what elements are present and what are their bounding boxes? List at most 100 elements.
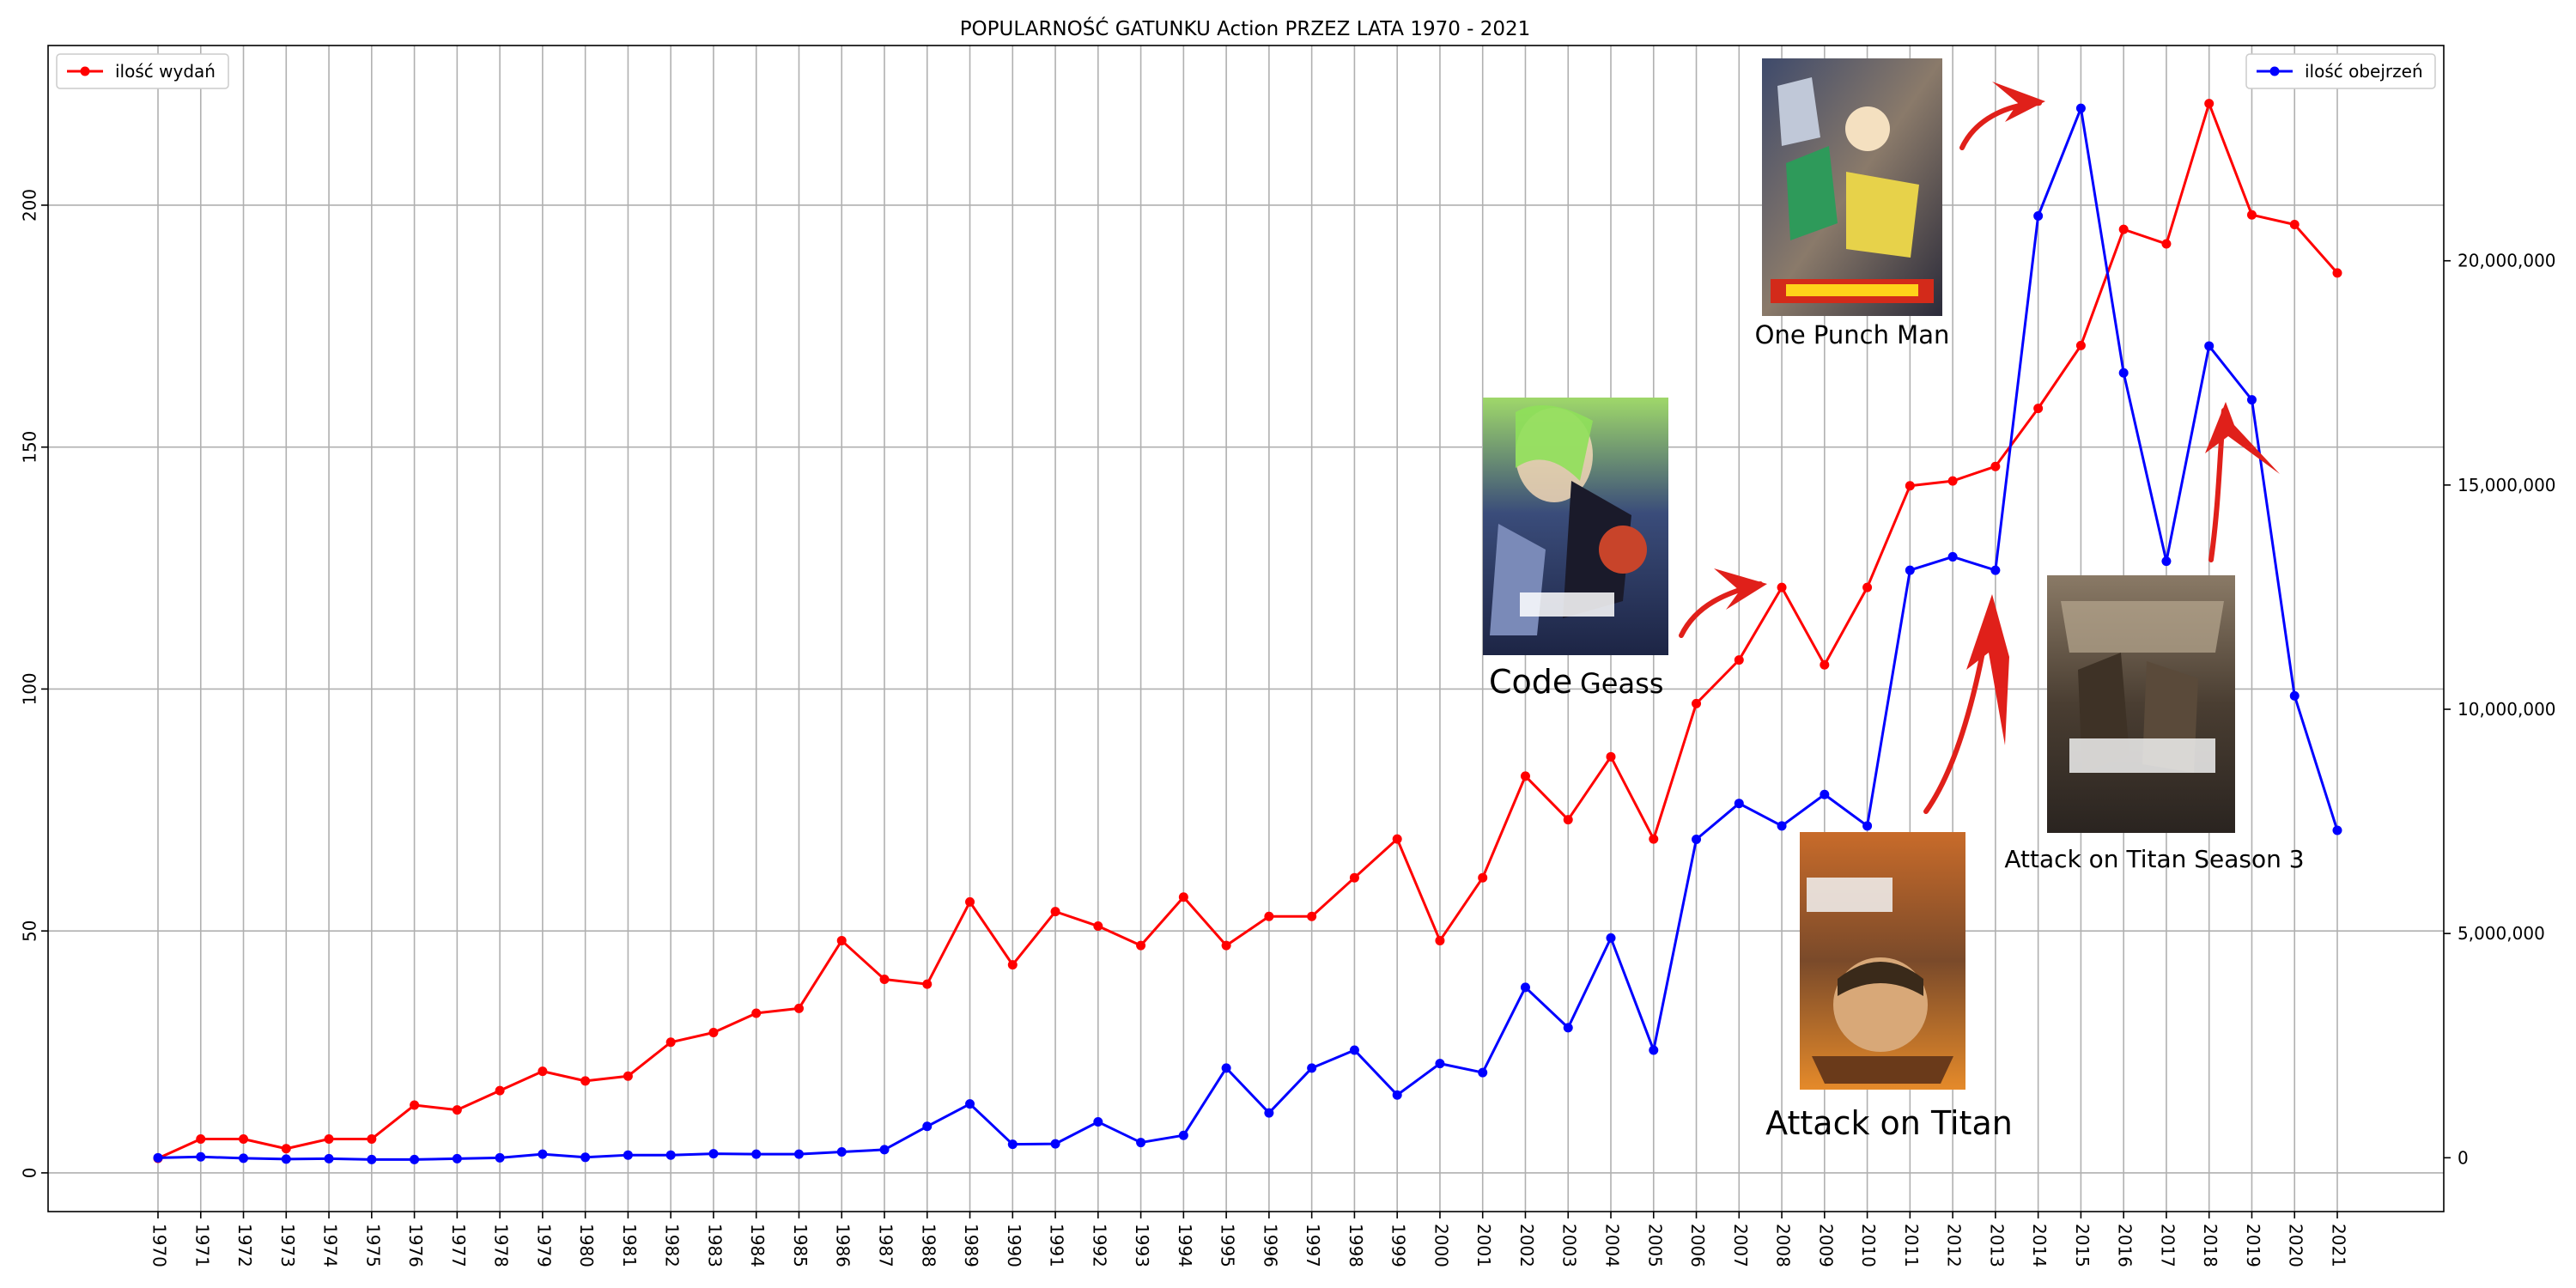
data-point: [1093, 1117, 1103, 1127]
right-tick-label: 20,000,000: [2458, 251, 2556, 271]
data-point: [2075, 340, 2086, 350]
chart-title: POPULARNOŚĆ GATUNKU Action PRZEZ LATA 19…: [960, 16, 1531, 40]
data-point: [281, 1144, 291, 1154]
left-tick-label: 100: [20, 672, 40, 705]
data-point: [836, 935, 847, 945]
data-point: [793, 1003, 804, 1013]
data-point: [1136, 940, 1146, 951]
data-point: [2204, 99, 2215, 109]
data-point: [751, 1149, 762, 1159]
data-point: [708, 1028, 719, 1038]
data-point: [2118, 368, 2129, 378]
data-point: [2289, 219, 2300, 229]
x-tick-label: 1998: [1346, 1224, 1366, 1267]
data-point: [1862, 821, 1873, 831]
right-tick-label: 10,000,000: [2458, 699, 2556, 720]
data-point: [1478, 1067, 1488, 1078]
left-tick-label: 200: [20, 189, 40, 222]
data-point: [1649, 834, 1659, 844]
x-tick-label: 1984: [747, 1224, 768, 1267]
data-point: [580, 1076, 591, 1086]
right-tick-label: 5,000,000: [2458, 923, 2545, 944]
arrow-attack-on-titan-s3: [2205, 402, 2280, 562]
data-point: [1221, 1063, 1231, 1073]
data-point: [367, 1133, 377, 1144]
legend-left: ilość wydań: [56, 53, 229, 89]
x-tick-label: 2000: [1431, 1224, 1451, 1267]
x-tick-label: 2001: [1473, 1224, 1494, 1267]
data-point: [495, 1085, 505, 1096]
left-y-axis: 0 50 100 150 200: [20, 189, 48, 1179]
attack-on-titan-s3-caption: Attack on Titan Season 3: [2004, 845, 2304, 873]
data-point: [2204, 341, 2215, 351]
x-tick-label: 2017: [2157, 1224, 2178, 1267]
x-tick-label: 1990: [1004, 1224, 1024, 1267]
x-tick-label: 1991: [1047, 1224, 1067, 1267]
data-point: [2161, 239, 2172, 249]
data-point: [1820, 789, 1830, 799]
x-tick-label: 1989: [961, 1224, 981, 1267]
data-point: [1349, 872, 1359, 883]
x-tick-label: 1996: [1260, 1224, 1280, 1267]
data-point: [708, 1149, 719, 1159]
data-point: [1264, 911, 1274, 921]
data-point: [1221, 940, 1231, 951]
data-point: [452, 1153, 462, 1163]
data-point: [1007, 960, 1018, 970]
x-tick-label: 2015: [2072, 1224, 2093, 1267]
data-point: [1178, 1130, 1188, 1140]
data-point: [623, 1071, 633, 1081]
data-point: [1520, 982, 1530, 993]
x-tick-label: 1970: [149, 1224, 170, 1267]
x-tick-label: 1980: [576, 1224, 597, 1267]
left-tick-label: 0: [20, 1168, 40, 1179]
data-point: [1007, 1139, 1018, 1150]
x-tick-label: 1973: [277, 1224, 298, 1267]
data-point: [2118, 224, 2129, 234]
data-point: [1050, 907, 1060, 917]
right-tick-label: 15,000,000: [2458, 475, 2556, 495]
data-point: [1563, 815, 1573, 825]
data-point: [1435, 1059, 1445, 1069]
x-tick-label: 2005: [1644, 1224, 1665, 1267]
attack-on-titan-s3-poster: [2047, 575, 2235, 833]
x-tick-label: 2004: [1602, 1224, 1623, 1267]
arrow-one-punch-man: [1959, 82, 2045, 150]
data-point: [324, 1133, 334, 1144]
code-geass-caption-b: Geass: [1580, 667, 1663, 700]
data-point: [580, 1152, 591, 1163]
x-tick-label: 1994: [1175, 1224, 1195, 1267]
data-point: [793, 1149, 804, 1159]
data-point: [2033, 404, 2044, 414]
data-point: [2246, 210, 2257, 220]
right-tick-label: 0: [2458, 1147, 2469, 1168]
data-point: [1264, 1108, 1274, 1118]
data-point: [879, 975, 890, 985]
legend-left-marker: [80, 66, 90, 76]
x-tick-label: 1999: [1388, 1224, 1409, 1267]
data-point: [1349, 1045, 1359, 1055]
x-tick-label: 1975: [362, 1224, 383, 1267]
x-tick-label: 1993: [1132, 1224, 1152, 1267]
data-point: [836, 1147, 847, 1157]
data-point: [1947, 476, 1958, 486]
x-tick-label: 2002: [1516, 1224, 1537, 1267]
x-tick-label: 2021: [2329, 1224, 2349, 1267]
x-tick-label: 2007: [1730, 1224, 1751, 1267]
x-tick-label: 1972: [234, 1224, 255, 1267]
data-point: [1947, 551, 1958, 562]
x-axis: 1970 1971 1972 1973 1974 1975 1976 1977 1978 1979…: [149, 1212, 2349, 1267]
data-point: [239, 1133, 249, 1144]
x-tick-label: 2016: [2115, 1224, 2136, 1267]
x-tick-label: 1997: [1303, 1224, 1323, 1267]
data-point: [2161, 556, 2172, 567]
data-point: [2246, 395, 2257, 405]
data-point: [1777, 582, 1787, 592]
data-point: [1478, 872, 1488, 883]
x-tick-label: 1981: [619, 1224, 640, 1267]
data-point: [196, 1151, 206, 1162]
data-point: [1392, 834, 1402, 844]
x-tick-label: 1977: [448, 1224, 469, 1267]
data-point: [2075, 103, 2086, 113]
data-point: [1178, 892, 1188, 902]
